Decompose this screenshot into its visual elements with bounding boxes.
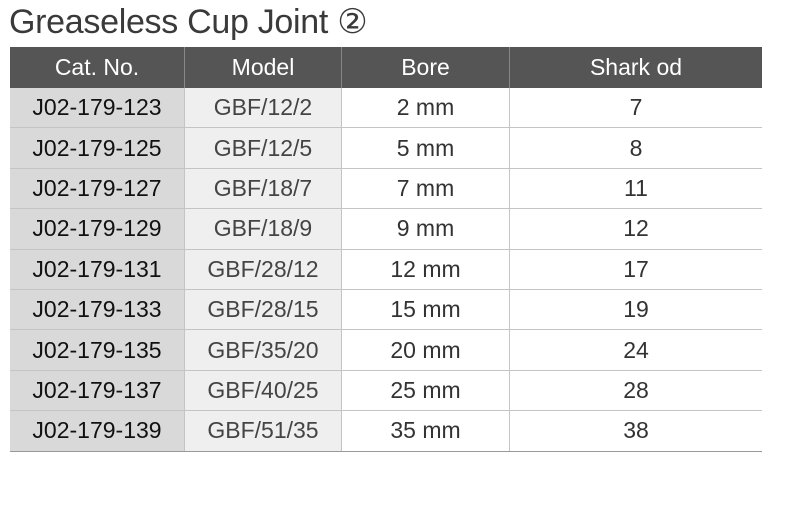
shark-od-cell: 7 <box>509 88 762 129</box>
cat-no-cell: J02-179-127 <box>10 168 185 210</box>
shark-od-cell: 28 <box>509 370 762 412</box>
table-row: J02-179-127 GBF/18/7 7 mm 11 <box>10 168 762 210</box>
cat-no-cell: J02-179-139 <box>10 410 185 452</box>
model-cell: GBF/51/35 <box>184 410 342 452</box>
table-row: J02-179-131 GBF/28/12 12 mm 17 <box>10 249 762 290</box>
table-row: J02-179-129 GBF/18/9 9 mm 12 <box>10 208 762 250</box>
shark-od-cell: 38 <box>509 410 762 452</box>
cat-no-cell: J02-179-129 <box>10 208 185 250</box>
cat-no-cell: J02-179-123 <box>10 88 185 129</box>
model-cell: GBF/12/2 <box>184 88 342 129</box>
table-row: J02-179-137 GBF/40/25 25 mm 28 <box>10 370 762 412</box>
header-cat-no: Cat. No. <box>10 47 185 88</box>
model-cell: GBF/18/7 <box>184 168 342 210</box>
shark-od-cell: 11 <box>509 168 762 210</box>
table-row: J02-179-123 GBF/12/2 2 mm 7 <box>10 88 762 129</box>
bore-cell: 9 mm <box>341 208 510 250</box>
cat-no-cell: J02-179-133 <box>10 289 185 331</box>
product-table: Cat. No. Model Bore Shark od J02-179-123… <box>10 47 762 452</box>
header-bore: Bore <box>341 47 510 88</box>
shark-od-cell: 17 <box>509 249 762 290</box>
bore-cell: 5 mm <box>341 127 510 169</box>
shark-od-cell: 24 <box>509 329 762 371</box>
model-cell: GBF/12/5 <box>184 127 342 169</box>
header-row: Cat. No. Model Bore Shark od <box>10 47 762 88</box>
header-shark-od: Shark od <box>509 47 762 88</box>
model-cell: GBF/18/9 <box>184 208 342 250</box>
model-cell: GBF/35/20 <box>184 329 342 371</box>
bore-cell: 20 mm <box>341 329 510 371</box>
shark-od-cell: 12 <box>509 208 762 250</box>
header-model: Model <box>184 47 342 88</box>
table-row: J02-179-139 GBF/51/35 35 mm 38 <box>10 410 762 452</box>
cat-no-cell: J02-179-135 <box>10 329 185 371</box>
model-cell: GBF/40/25 <box>184 370 342 412</box>
page-title: Greaseless Cup Joint ② <box>9 3 368 41</box>
cat-no-cell: J02-179-137 <box>10 370 185 412</box>
bore-cell: 15 mm <box>341 289 510 331</box>
table-row: J02-179-135 GBF/35/20 20 mm 24 <box>10 329 762 371</box>
bore-cell: 12 mm <box>341 249 510 290</box>
table-row: J02-179-125 GBF/12/5 5 mm 8 <box>10 127 762 169</box>
bore-cell: 25 mm <box>341 370 510 412</box>
model-cell: GBF/28/12 <box>184 249 342 290</box>
bore-cell: 7 mm <box>341 168 510 210</box>
cat-no-cell: J02-179-125 <box>10 127 185 169</box>
table-row: J02-179-133 GBF/28/15 15 mm 19 <box>10 289 762 331</box>
bore-cell: 2 mm <box>341 88 510 129</box>
shark-od-cell: 19 <box>509 289 762 331</box>
model-cell: GBF/28/15 <box>184 289 342 331</box>
cat-no-cell: J02-179-131 <box>10 249 185 290</box>
bore-cell: 35 mm <box>341 410 510 452</box>
shark-od-cell: 8 <box>509 127 762 169</box>
